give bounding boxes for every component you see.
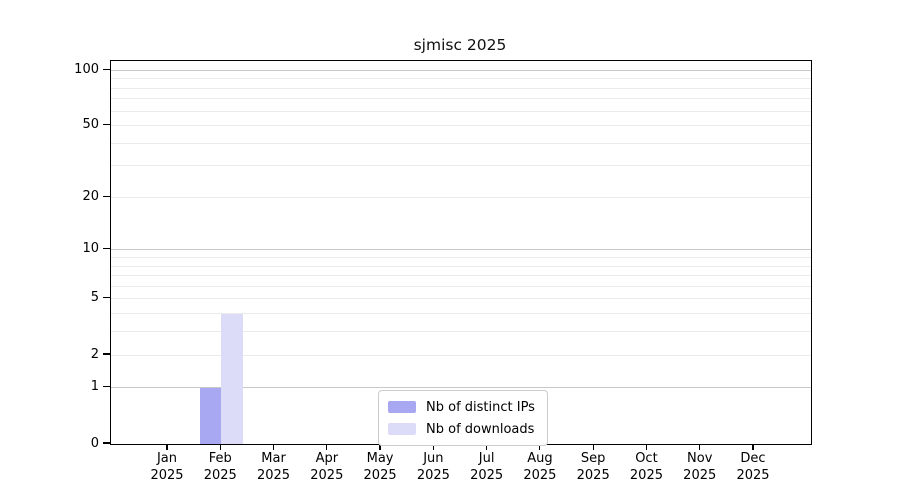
x-tick-mark xyxy=(326,444,328,450)
y-tick-mark xyxy=(103,68,110,70)
x-tick-mark xyxy=(592,444,594,450)
y-tick-label: 10 xyxy=(82,241,99,257)
y-tick-mark xyxy=(103,123,110,126)
legend-item-distinct-ips: Nb of distinct IPs xyxy=(388,396,535,418)
legend-swatch-downloads xyxy=(388,423,416,435)
bar-nb-of-downloads-feb xyxy=(221,313,243,444)
x-tick-mark xyxy=(219,444,221,450)
y-tick-label: 50 xyxy=(82,117,99,133)
gridline-minor xyxy=(111,125,811,127)
y-tick-label: 5 xyxy=(90,290,99,306)
plot-area: Nb of distinct IPs Nb of downloads xyxy=(110,60,812,446)
gridline-minor xyxy=(111,256,811,258)
gridline-minor xyxy=(111,87,811,89)
gridline-minor xyxy=(111,265,811,267)
bar-nb-of-distinct-ips-feb xyxy=(199,387,222,444)
y-tick-mark xyxy=(103,386,110,388)
x-tick-mark xyxy=(486,444,488,450)
x-tick-label: Jun 2025 xyxy=(416,451,450,483)
x-tick-mark xyxy=(645,444,648,450)
x-tick-mark xyxy=(166,444,168,450)
legend-label-distinct-ips: Nb of distinct IPs xyxy=(426,399,535,415)
x-tick-label: Jul 2025 xyxy=(470,451,504,483)
gridline-minor xyxy=(111,354,811,356)
gridline-minor xyxy=(111,78,811,80)
x-tick-label: Jan 2025 xyxy=(150,451,184,483)
x-tick-label: Sep 2025 xyxy=(576,451,610,483)
gridline-major xyxy=(111,387,811,389)
x-tick-label: Dec 2025 xyxy=(736,451,770,483)
legend-label-downloads: Nb of downloads xyxy=(426,421,535,437)
x-tick-mark xyxy=(432,444,434,450)
x-tick-label: Feb 2025 xyxy=(203,451,237,483)
gridline-minor xyxy=(111,196,811,198)
x-tick-label: May 2025 xyxy=(363,451,397,483)
gridline-major xyxy=(111,249,811,251)
y-tick-mark xyxy=(103,297,110,299)
x-tick-mark xyxy=(272,444,275,450)
y-tick-mark xyxy=(103,353,110,355)
gridline-minor xyxy=(111,98,811,100)
x-tick-mark xyxy=(699,444,701,450)
y-tick-label: 0 xyxy=(90,435,99,451)
chart-title: sjmisc 2025 xyxy=(413,36,507,54)
y-tick-mark xyxy=(103,442,110,444)
x-tick-label: Aug 2025 xyxy=(523,451,557,483)
legend: Nb of distinct IPs Nb of downloads xyxy=(378,390,548,446)
y-tick-label: 2 xyxy=(90,346,99,362)
gridline-minor xyxy=(111,165,811,167)
y-tick-label: 100 xyxy=(74,61,99,77)
gridline-major xyxy=(111,69,811,71)
x-tick-label: Apr 2025 xyxy=(310,451,344,483)
gridline-minor xyxy=(111,298,811,300)
y-tick-mark xyxy=(103,195,110,197)
gridline-minor xyxy=(111,313,811,315)
x-tick-label: Mar 2025 xyxy=(256,451,291,483)
legend-item-downloads: Nb of downloads xyxy=(388,418,535,440)
x-tick-label: Nov 2025 xyxy=(683,451,717,483)
y-tick-label: 20 xyxy=(82,188,99,204)
x-tick-mark xyxy=(539,444,541,450)
gridline-minor xyxy=(111,275,811,277)
y-tick-label: 1 xyxy=(90,379,99,395)
gridline-minor xyxy=(111,331,811,333)
y-tick-mark xyxy=(103,248,110,250)
gridline-minor xyxy=(111,110,811,112)
x-tick-mark xyxy=(752,444,754,450)
x-tick-mark xyxy=(379,444,381,450)
gridline-minor xyxy=(111,142,811,144)
legend-swatch-distinct-ips xyxy=(388,401,416,413)
x-tick-label: Oct 2025 xyxy=(629,451,663,483)
gridline-minor xyxy=(111,285,811,287)
